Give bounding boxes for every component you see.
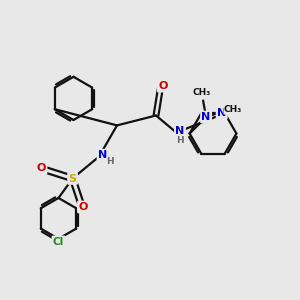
- Text: CH₃: CH₃: [193, 88, 211, 97]
- Text: N: N: [98, 150, 107, 160]
- Text: O: O: [37, 163, 46, 173]
- Text: H: H: [106, 158, 114, 166]
- Text: O: O: [78, 202, 88, 212]
- Text: N: N: [217, 108, 226, 118]
- Text: O: O: [158, 81, 168, 91]
- Text: H: H: [176, 136, 184, 145]
- Text: N: N: [176, 126, 184, 136]
- Text: S: S: [69, 173, 76, 184]
- Text: N: N: [202, 112, 211, 122]
- Text: Cl: Cl: [53, 237, 64, 247]
- Text: CH₃: CH₃: [224, 105, 242, 114]
